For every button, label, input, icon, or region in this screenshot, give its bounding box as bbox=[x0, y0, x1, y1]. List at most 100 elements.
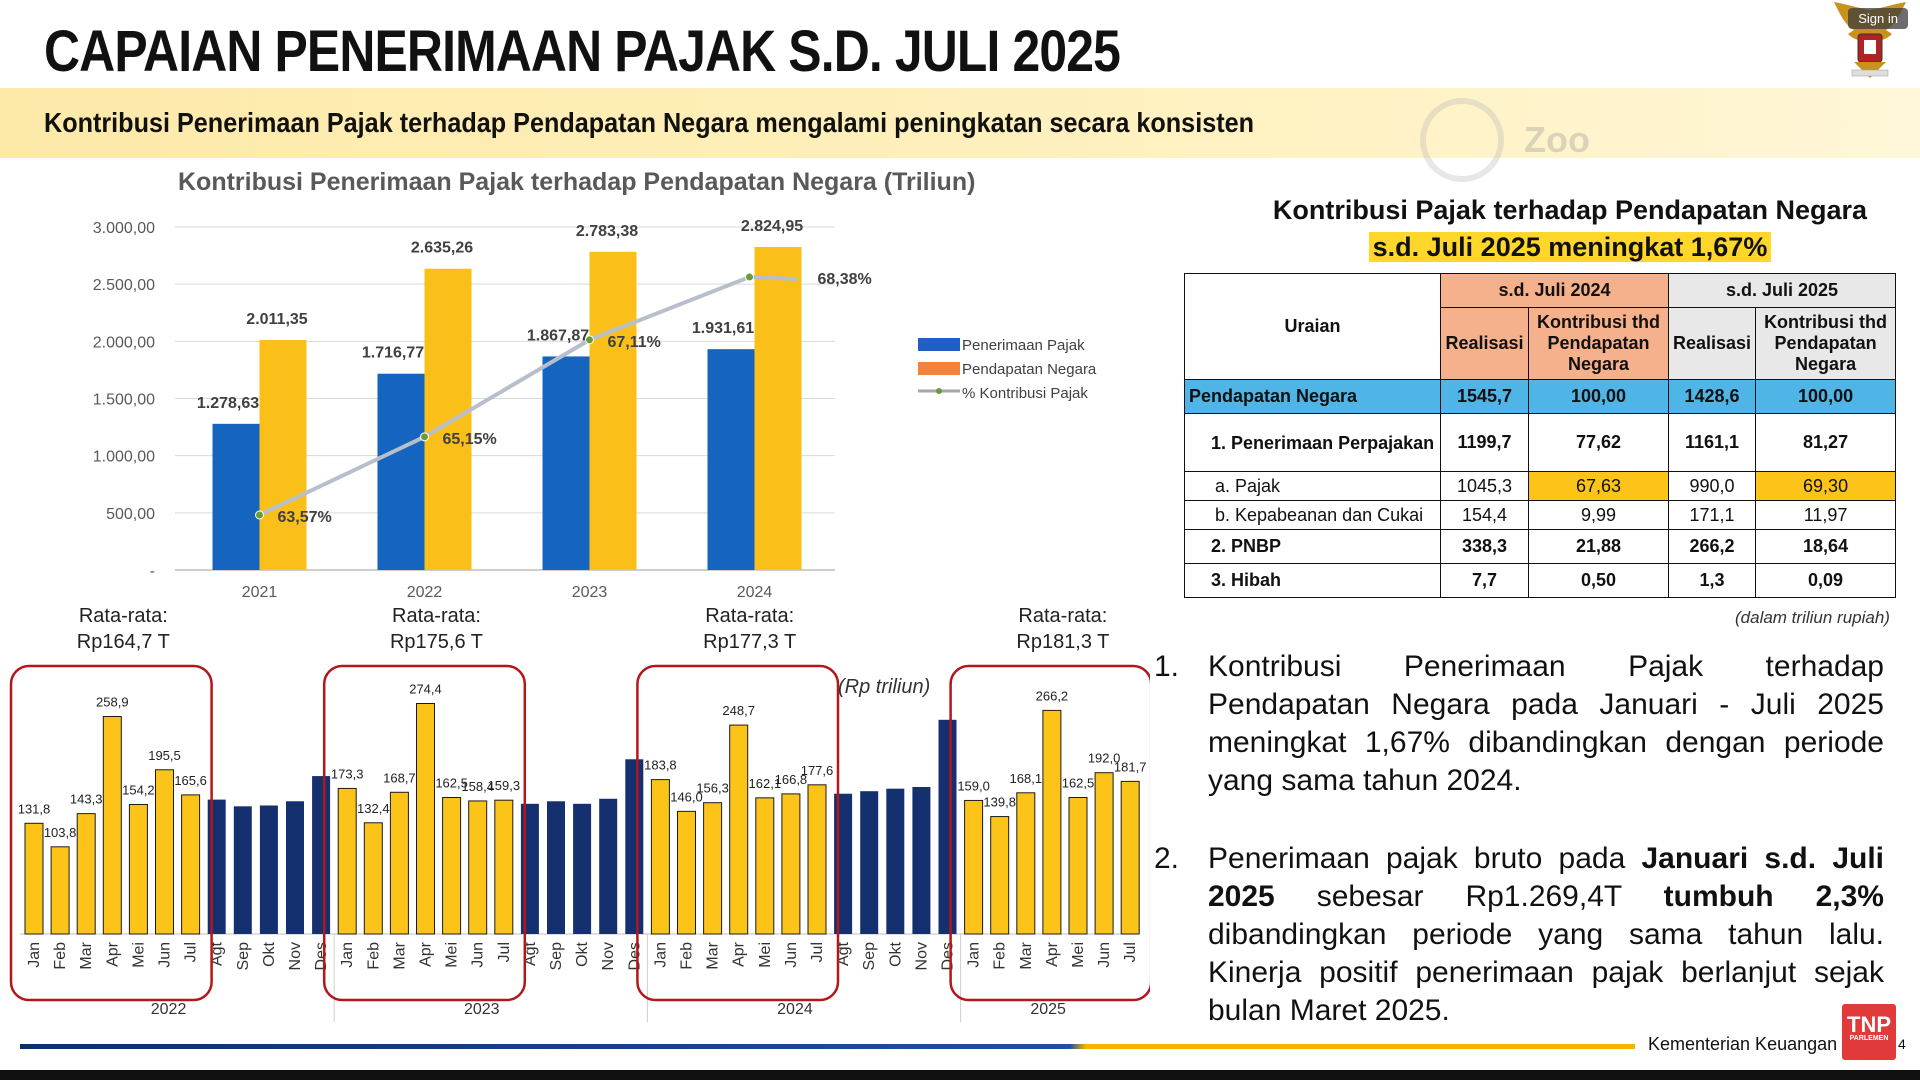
page-number: 4 bbox=[1898, 1036, 1906, 1052]
month-tick-label: Nov bbox=[913, 942, 930, 970]
year-label: 2025 bbox=[1030, 1001, 1066, 1018]
month-bar-label: 195,5 bbox=[148, 748, 181, 763]
row-label: a. Pajak bbox=[1184, 471, 1441, 501]
month-tick-label: Mei bbox=[1070, 942, 1087, 968]
row-label: Pendapatan Negara bbox=[1184, 379, 1441, 414]
bar-pendapatan-negara bbox=[259, 340, 307, 570]
month-bar-label: 154,2 bbox=[122, 782, 155, 797]
average-value: Rp164,7 T bbox=[77, 631, 170, 653]
cell-kontribusi-2024: 77,62 bbox=[1528, 413, 1669, 472]
month-tick-label: Jul bbox=[809, 942, 826, 962]
annual-chart-title: Kontribusi Penerimaan Pajak terhadap Pen… bbox=[178, 168, 976, 196]
month-bar bbox=[755, 797, 775, 935]
note-number: 2. bbox=[1154, 842, 1180, 875]
year-label: 2022 bbox=[151, 1001, 187, 1018]
month-tick-label: Nov bbox=[287, 942, 304, 970]
month-bar-label: 181,7 bbox=[1114, 759, 1147, 774]
logo-text: TNP bbox=[1847, 1012, 1891, 1037]
month-bar bbox=[1120, 780, 1140, 935]
y-tick-label: 2.500,00 bbox=[93, 277, 155, 294]
row-label: 3. Hibah bbox=[1184, 563, 1441, 598]
month-bar bbox=[599, 798, 618, 934]
month-tick-label: Agt bbox=[209, 941, 226, 966]
month-bar bbox=[468, 800, 488, 935]
month-tick-label: Feb bbox=[52, 942, 69, 970]
bar-value-label: 1.716,77 bbox=[362, 345, 424, 362]
month-tick-label: Jan bbox=[966, 942, 983, 968]
month-bar bbox=[547, 801, 565, 934]
legend-label: % Kontribusi Pajak bbox=[962, 385, 1088, 402]
header-kontribusi-2025: Kontribusi thd Pendapatan Negara bbox=[1755, 307, 1897, 380]
month-bar-label: 162,1 bbox=[749, 776, 782, 791]
month-tick-label: Des bbox=[940, 942, 957, 970]
month-tick-label: Okt bbox=[887, 941, 904, 966]
month-bar-label: 183,8 bbox=[644, 758, 677, 773]
month-bar bbox=[389, 791, 409, 935]
note-text: Kontribusi Penerimaan Pajak terhadap Pen… bbox=[1208, 650, 1884, 797]
month-tick-label: Mar bbox=[1018, 941, 1035, 969]
line-point bbox=[585, 335, 594, 345]
month-bar-label: 168,7 bbox=[383, 770, 416, 785]
note-text-bold: tumbuh 2,3% bbox=[1663, 880, 1884, 913]
month-tick-label: Jan bbox=[339, 942, 356, 968]
month-tick-label: Jul bbox=[183, 942, 200, 962]
row-label: 1. Penerimaan Perpajakan bbox=[1184, 413, 1441, 472]
month-tick-label: Sep bbox=[235, 942, 252, 971]
annual-chart: - 500,00 1.000,00 1.500,00 2.000,00 2.500,00 3… bbox=[93, 218, 1097, 601]
month-bar bbox=[729, 724, 749, 935]
table-title-line1: Kontribusi Pajak terhadap Pendapatan Neg… bbox=[1272, 195, 1868, 225]
line-point bbox=[420, 432, 429, 442]
period-highlight-box bbox=[636, 664, 840, 1002]
month-bar-label: 132,4 bbox=[357, 801, 390, 816]
period-highlight-box bbox=[949, 664, 1150, 1002]
row-label: b. Kepabeanan dan Cukai bbox=[1184, 500, 1441, 530]
bar-value-label: 2.783,38 bbox=[576, 223, 638, 240]
month-bar-label: 156,3 bbox=[696, 781, 729, 796]
bar-penerimaan-pajak bbox=[542, 356, 590, 570]
table-row: Pendapatan Negara 1545,7 100,00 1428,6 1… bbox=[1184, 379, 1897, 414]
month-tick-label: Apr bbox=[418, 941, 435, 967]
x-tick-label: 2024 bbox=[737, 584, 773, 601]
month-bar-label: 192,0 bbox=[1088, 751, 1121, 766]
month-bar bbox=[625, 759, 644, 934]
note-number: 1. bbox=[1154, 650, 1180, 683]
month-tick-label: Nov bbox=[600, 942, 617, 970]
year-label: 2024 bbox=[777, 1001, 813, 1018]
video-camera-icon bbox=[1420, 98, 1504, 182]
legend-swatch bbox=[918, 362, 960, 375]
month-bar bbox=[50, 846, 70, 935]
note-text-part: Penerimaan pajak bruto pada bbox=[1208, 842, 1642, 875]
table-row: 3. Hibah 7,7 0,50 1,3 0,09 bbox=[1184, 563, 1897, 598]
month-bar bbox=[24, 822, 44, 935]
month-bar-label: 173,3 bbox=[331, 766, 364, 781]
month-bar bbox=[573, 803, 592, 934]
bar-pendapatan-negara bbox=[424, 268, 472, 570]
cell-realisasi-2025: 266,2 bbox=[1667, 529, 1757, 564]
month-tick-label: Okt bbox=[261, 941, 278, 966]
cell-realisasi-2024: 1045,3 bbox=[1440, 471, 1529, 501]
month-bar-label: 143,3 bbox=[70, 792, 103, 807]
month-tick-label: Des bbox=[626, 942, 643, 970]
cell-kontribusi-2025: 69,30 bbox=[1755, 471, 1897, 501]
y-tick-label: 2.000,00 bbox=[93, 334, 155, 351]
bar-value-label: 1.867,87 bbox=[527, 327, 589, 344]
line-value-label: 67,11% bbox=[608, 334, 661, 351]
line-point bbox=[745, 272, 754, 282]
cell-realisasi-2024: 154,4 bbox=[1440, 500, 1529, 530]
month-bar-label: 177,6 bbox=[801, 763, 834, 778]
month-bar bbox=[233, 806, 252, 934]
note-text-part: sebesar Rp1.269,4T bbox=[1274, 880, 1664, 913]
cell-kontribusi-2024: 9,99 bbox=[1528, 500, 1669, 530]
bar-value-label: 1.931,61 bbox=[692, 320, 754, 337]
month-tick-label: Jul bbox=[496, 942, 513, 962]
contribution-table: Uraian s.d. Juli 2024 s.d. Juli 2025 Rea… bbox=[1184, 273, 1897, 598]
average-label: Rata-rata: bbox=[1018, 605, 1107, 627]
month-bar-label: 168,1 bbox=[1010, 771, 1043, 786]
month-bar bbox=[650, 779, 670, 935]
watermark-text: Zoo bbox=[1524, 119, 1590, 160]
table-title: Kontribusi Pajak terhadap Pendapatan Neg… bbox=[1180, 192, 1920, 266]
x-tick-label: 2022 bbox=[407, 584, 443, 601]
month-tick-label: Mar bbox=[705, 941, 722, 969]
sign-in-button[interactable]: Sign in bbox=[1848, 8, 1908, 29]
table-row: b. Kepabeanan dan Cukai 154,4 9,99 171,1… bbox=[1184, 500, 1897, 530]
